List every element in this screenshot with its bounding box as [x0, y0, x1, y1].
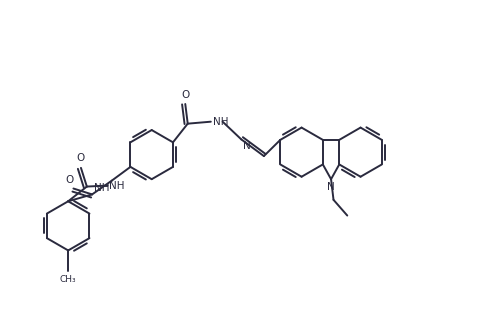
Text: O: O [181, 90, 189, 99]
Text: NH: NH [94, 183, 110, 193]
Text: CH₃: CH₃ [60, 275, 77, 283]
Text: N: N [327, 182, 335, 192]
Text: NH: NH [213, 117, 228, 127]
Text: O: O [65, 175, 74, 185]
Text: N: N [243, 141, 250, 151]
Text: O: O [77, 154, 85, 164]
Text: NH: NH [110, 181, 125, 191]
